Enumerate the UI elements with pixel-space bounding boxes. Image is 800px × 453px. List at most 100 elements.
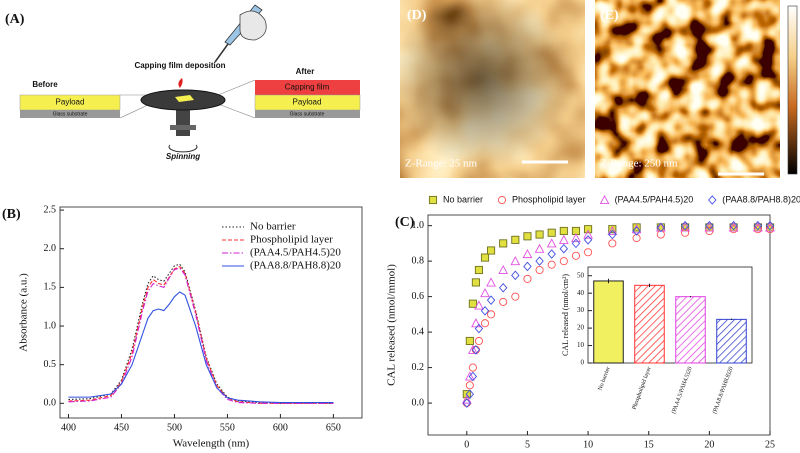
y-tick-label: 1.0 <box>44 320 57 331</box>
marker <box>559 243 569 254</box>
marker <box>547 260 556 269</box>
marker <box>474 300 484 310</box>
marker <box>480 253 490 262</box>
y-axis-label: CAL released (nmol/cm²) <box>561 274 570 356</box>
afm-image <box>595 0 780 178</box>
legend-label: (PAA8.8/PAH8.8)20 <box>250 260 341 272</box>
spinning-text: Spinning <box>166 152 200 161</box>
marker <box>499 239 508 248</box>
marker <box>608 229 617 240</box>
y-tick-label: 2.0 <box>44 243 57 254</box>
marker <box>584 248 593 257</box>
marker <box>461 394 472 404</box>
marker <box>729 220 738 231</box>
x-tick-label: 500 <box>167 422 182 433</box>
legend-label: Phospholipid layer <box>512 194 586 204</box>
layer-text: Payload <box>293 98 322 107</box>
legend-label: No barrier <box>443 194 483 204</box>
x-axis-label: Wavelength (nm) <box>173 438 250 450</box>
marker <box>608 225 617 234</box>
marker <box>632 226 641 236</box>
marker <box>547 228 556 237</box>
marker <box>765 220 775 231</box>
legend-label: No barrier <box>250 221 296 233</box>
bar <box>675 296 706 364</box>
x-tick-label: 550 <box>220 422 235 433</box>
marker <box>608 239 617 248</box>
panel-label: (A) <box>5 12 25 27</box>
marker <box>680 220 690 231</box>
marker <box>499 297 508 306</box>
x-tick-label: 20 <box>704 439 714 450</box>
marker <box>534 243 545 253</box>
marker <box>480 288 490 298</box>
y-tick-label: 0.8 <box>412 255 425 266</box>
glass-layer <box>20 110 120 118</box>
x-tick-label: 650 <box>326 422 341 433</box>
after-text: After <box>296 67 315 76</box>
marker <box>471 278 480 287</box>
marker <box>535 256 544 266</box>
marker <box>468 371 478 382</box>
marker <box>465 336 474 346</box>
legend-label: (PAA8.8/PAH8.8)20 <box>722 194 800 204</box>
layer-text: Capping film <box>285 83 330 92</box>
marker <box>705 220 714 231</box>
marker <box>753 220 763 231</box>
y-tick-label: 1.5 <box>44 282 57 293</box>
marker <box>474 265 483 275</box>
panel-label: (D) <box>407 8 427 23</box>
marker <box>480 306 490 316</box>
legend-label: (PAA4.5/PAH4.5)20 <box>250 247 341 259</box>
marker <box>474 323 484 334</box>
x-tick-label: 5 <box>525 439 530 450</box>
legend-label: (PAA4.5/PAH4.5)20 <box>615 194 694 204</box>
y-tick-label: 0.2 <box>412 362 425 373</box>
plot-frame <box>59 206 363 419</box>
legend-swatch <box>599 194 610 205</box>
deposition-text: Capping film deposition <box>134 61 225 70</box>
marker <box>498 282 508 293</box>
legend-swatch <box>428 195 438 205</box>
droplet <box>178 78 183 88</box>
marker <box>523 232 532 241</box>
marker <box>464 371 475 381</box>
bar <box>634 284 665 364</box>
chart: 0.0 0.5 1.0 1.5 2.0 2.5 400 450 500 550 600 650 Wave… <box>2 204 363 450</box>
marker <box>471 345 481 355</box>
x-tick-label: 450 <box>114 422 129 433</box>
marker <box>511 235 520 244</box>
layer-text: Glass substrate <box>290 111 325 117</box>
marker <box>486 277 496 287</box>
legend-swatch <box>497 195 507 205</box>
x-tick-label: 15 <box>644 439 654 450</box>
z-range: Z-Range: 250 nm <box>600 158 678 170</box>
layer-text: Payload <box>56 98 85 107</box>
x-tick-label: 600 <box>273 422 288 433</box>
marker <box>559 226 568 236</box>
z-range: Z-Range: 25 nm <box>405 158 478 170</box>
series-line <box>68 267 334 404</box>
marker <box>571 238 581 249</box>
y-tick-label: 0.0 <box>44 398 57 409</box>
y-tick-label: 1.0 <box>412 220 425 231</box>
glass-layer <box>255 110 360 118</box>
marker <box>480 319 490 328</box>
marker <box>511 270 520 281</box>
y-tick-label: 40 <box>577 289 585 297</box>
panel-label: (C) <box>395 215 415 230</box>
marker <box>547 249 556 259</box>
marker <box>571 251 581 260</box>
layer-text: Glass substrate <box>53 111 88 117</box>
y-tick-label: 20 <box>577 324 585 332</box>
marker <box>571 233 581 243</box>
y-tick-label: 0.4 <box>412 326 425 337</box>
marker <box>583 229 593 239</box>
marker <box>583 235 593 245</box>
marker <box>465 381 474 390</box>
marker <box>468 299 477 308</box>
y-tick-label: 50 <box>577 271 585 279</box>
panel-label: (B) <box>2 207 21 222</box>
sample <box>175 95 194 102</box>
y-axis-label: CAL released (nmol/mmol) <box>386 264 398 386</box>
